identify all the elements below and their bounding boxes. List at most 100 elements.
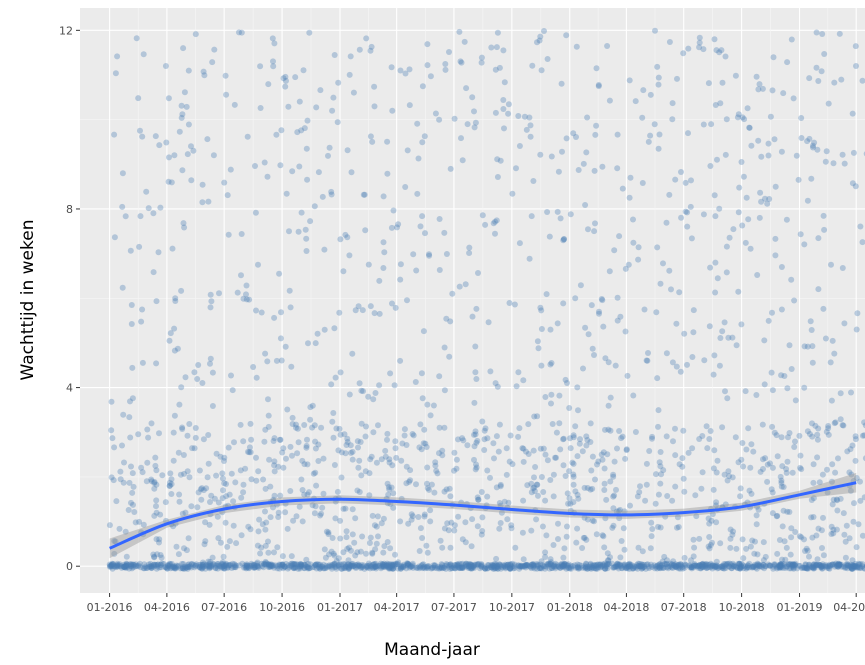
data-point — [421, 513, 428, 520]
data-point — [179, 426, 186, 432]
data-point — [231, 561, 238, 568]
data-point — [592, 131, 599, 138]
data-point — [557, 215, 564, 222]
data-point — [792, 529, 799, 535]
data-point — [682, 179, 689, 186]
data-point — [798, 135, 805, 141]
data-point — [119, 170, 126, 177]
data-point — [602, 565, 609, 572]
data-point — [379, 563, 385, 570]
data-point — [783, 216, 790, 223]
data-point — [247, 526, 254, 533]
data-point — [809, 359, 816, 366]
data-point — [199, 565, 206, 572]
data-point — [144, 426, 151, 433]
data-point — [699, 469, 706, 476]
data-point — [528, 480, 535, 487]
data-point — [311, 422, 318, 429]
data-point — [758, 153, 765, 160]
data-point — [797, 562, 803, 569]
data-point — [575, 167, 582, 173]
data-point — [691, 562, 698, 569]
data-point — [298, 476, 305, 483]
data-point — [804, 565, 810, 572]
data-point — [696, 436, 703, 442]
data-point — [675, 561, 682, 568]
data-point — [819, 562, 826, 569]
data-point — [232, 564, 238, 571]
data-point — [494, 565, 501, 572]
data-point — [468, 543, 475, 550]
data-point — [139, 359, 146, 366]
data-point — [822, 563, 829, 570]
data-point — [442, 61, 449, 67]
data-point — [821, 226, 828, 233]
data-point — [819, 31, 826, 37]
data-point — [311, 510, 318, 517]
data-point — [467, 563, 474, 570]
data-point — [226, 562, 233, 569]
data-point — [726, 560, 733, 567]
data-point — [828, 397, 835, 404]
data-point — [388, 64, 395, 71]
data-point — [579, 448, 586, 455]
data-point — [479, 212, 486, 219]
data-point — [289, 414, 296, 421]
data-point — [348, 561, 355, 568]
data-point — [830, 160, 837, 167]
data-point — [405, 562, 411, 569]
data-point — [853, 63, 859, 69]
data-point — [317, 565, 324, 572]
data-point — [676, 461, 683, 468]
data-point — [280, 75, 287, 82]
data-point — [518, 562, 525, 569]
data-point — [625, 563, 632, 570]
data-point — [384, 430, 391, 437]
data-point — [572, 488, 579, 495]
data-point — [482, 221, 489, 228]
data-point — [380, 563, 387, 570]
data-point — [312, 340, 319, 347]
data-point — [260, 564, 267, 571]
data-point — [639, 180, 646, 186]
data-point — [199, 563, 206, 570]
data-point — [377, 560, 384, 567]
data-point — [612, 563, 619, 570]
data-point — [834, 563, 840, 570]
data-point — [473, 561, 480, 568]
data-point — [131, 509, 138, 515]
data-point — [427, 73, 434, 80]
data-point — [403, 480, 410, 487]
data-point — [226, 538, 233, 545]
data-point — [355, 562, 362, 569]
data-point — [436, 116, 443, 123]
data-point — [253, 454, 259, 461]
data-point — [345, 565, 352, 572]
data-point — [626, 194, 633, 201]
data-point — [685, 130, 691, 137]
data-point — [205, 558, 212, 565]
data-point — [657, 524, 664, 531]
y-tick-label: 8 — [66, 203, 73, 216]
data-point — [799, 564, 806, 571]
data-point — [614, 317, 621, 324]
data-point — [672, 452, 679, 459]
data-point — [787, 560, 794, 567]
data-point — [362, 227, 369, 234]
data-point — [207, 355, 214, 362]
data-point — [500, 106, 507, 112]
data-point — [451, 115, 458, 122]
data-point — [544, 457, 551, 464]
data-point — [321, 246, 328, 253]
data-point — [550, 471, 557, 478]
data-point — [367, 303, 374, 310]
data-point — [852, 563, 859, 570]
data-point — [579, 545, 586, 551]
data-point — [254, 559, 261, 566]
data-point — [109, 560, 116, 567]
data-point — [329, 418, 336, 425]
data-point — [705, 515, 712, 522]
data-point — [262, 350, 269, 357]
data-point — [224, 543, 231, 550]
data-point — [307, 561, 314, 568]
